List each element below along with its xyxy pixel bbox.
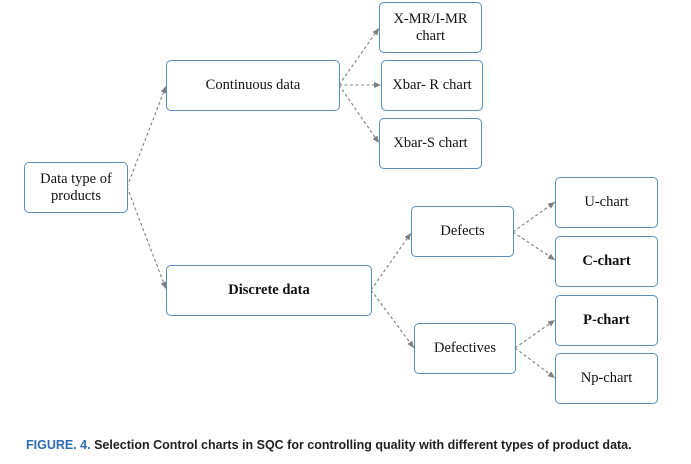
node-label: X-MR/I-MR chart xyxy=(393,10,468,44)
node-c-chart: C-chart xyxy=(555,236,658,287)
node-label: P-chart xyxy=(583,312,630,328)
node-defects: Defects xyxy=(411,206,514,257)
edge-discrete-defectives xyxy=(370,289,415,349)
edge-defectives-p xyxy=(514,319,556,349)
node-discrete-data: Discrete data xyxy=(166,265,372,316)
node-data-type-of-products: Data type of products xyxy=(24,162,128,213)
figure-caption-label: FIGURE. 4. xyxy=(26,438,91,452)
edge-discrete-defects xyxy=(370,232,412,291)
edge-root-discrete xyxy=(126,186,167,290)
edge-defectives-np xyxy=(514,347,556,379)
node-label: Continuous data xyxy=(205,77,301,93)
node-label: Discrete data xyxy=(228,282,310,298)
node-u-chart: U-chart xyxy=(555,177,658,228)
node-xbar-s-chart: Xbar-S chart xyxy=(379,118,482,169)
edge-continuous-xbar-s xyxy=(338,84,380,144)
node-label: Defectives xyxy=(434,340,496,356)
node-x-mr-i-mr-chart: X-MR/I-MR chart xyxy=(379,2,482,53)
figure-caption: FIGURE. 4. Selection Control charts in S… xyxy=(26,438,632,452)
node-label: Np-chart xyxy=(580,370,633,386)
node-continuous-data: Continuous data xyxy=(166,60,340,111)
node-defectives: Defectives xyxy=(414,323,516,374)
edge-continuous-xmr xyxy=(338,27,380,86)
edge-defects-c xyxy=(512,231,556,261)
node-p-chart: P-chart xyxy=(555,295,658,346)
node-label: Xbar-S chart xyxy=(393,135,468,151)
edge-defects-u xyxy=(512,201,556,233)
node-label: Data type of products xyxy=(40,170,112,204)
edge-root-continuous xyxy=(126,85,167,188)
node-label: U-chart xyxy=(584,194,629,210)
node-label: Defects xyxy=(440,223,485,239)
node-np-chart: Np-chart xyxy=(555,353,658,404)
figure-caption-text: Selection Control charts in SQC for cont… xyxy=(94,438,632,452)
node-label: C-chart xyxy=(582,253,631,269)
node-label: Xbar- R chart xyxy=(392,77,472,93)
node-xbar-r-chart: Xbar- R chart xyxy=(381,60,483,111)
